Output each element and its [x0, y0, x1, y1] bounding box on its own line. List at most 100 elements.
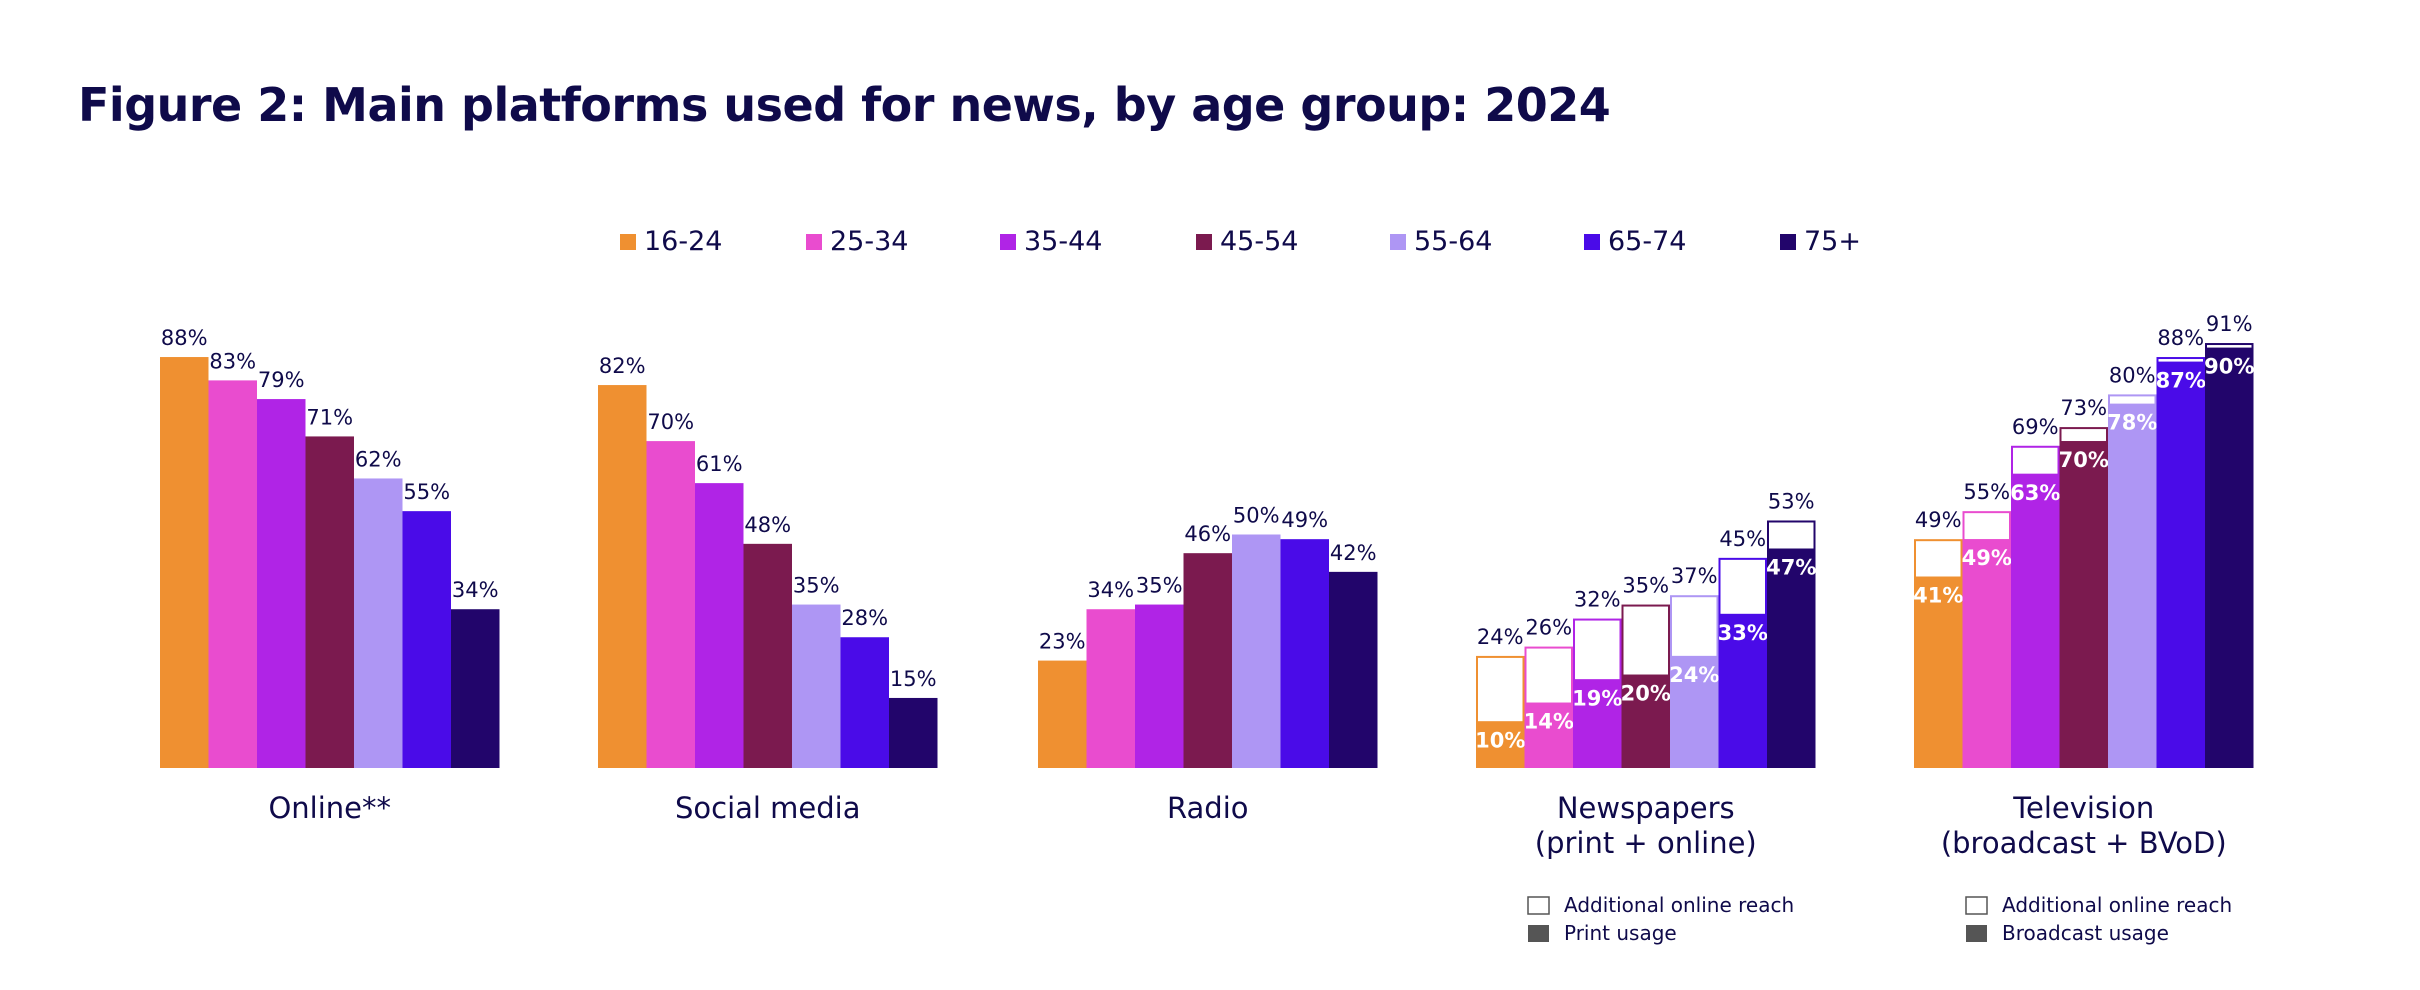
bar — [451, 609, 500, 768]
bar — [1767, 548, 1816, 768]
bar — [695, 483, 744, 768]
category-label: (print + online) — [1535, 826, 1757, 860]
legend-swatch-65-74 — [1584, 234, 1600, 250]
bar-outline-online-reach — [1670, 595, 1719, 658]
bar-value-label: 35% — [793, 574, 840, 598]
category-label: Radio — [1167, 791, 1249, 825]
bar-outline-online-reach — [1621, 604, 1670, 677]
bar — [1621, 674, 1670, 768]
bar-value-label: 34% — [452, 578, 499, 602]
stack-legend-label: Additional online reach — [1564, 893, 1794, 917]
bar — [743, 543, 792, 768]
bar — [2156, 361, 2205, 768]
bar-value-label: 83% — [209, 349, 256, 373]
total-label: 91% — [2206, 312, 2253, 336]
bar-value-label: 34% — [1087, 578, 1134, 602]
bar-value-label: 87% — [2156, 369, 2206, 393]
stack-legend-swatch-outline — [1965, 896, 1988, 915]
bar — [257, 399, 306, 768]
bar — [1183, 553, 1232, 768]
bar-value-label: 28% — [841, 606, 888, 630]
bar-value-label: 71% — [306, 405, 353, 429]
bar-value-label: 42% — [1330, 541, 1377, 565]
bar-outline-online-reach — [2059, 427, 2108, 444]
bar — [402, 511, 451, 768]
bar-value-label: 19% — [1572, 686, 1622, 710]
category-label: Newspapers — [1557, 791, 1735, 825]
bar-outline-online-reach — [2108, 394, 2157, 406]
category-label: (broadcast + BVoD) — [1941, 826, 2227, 860]
bar-value-label: 55% — [403, 480, 450, 504]
total-label: 88% — [2157, 326, 2204, 350]
bar-value-label: 78% — [2107, 411, 2157, 435]
total-label: 37% — [1671, 564, 1718, 588]
bar — [1038, 660, 1087, 768]
bar-value-label: 47% — [1766, 556, 1816, 580]
total-label: 45% — [1719, 527, 1766, 551]
bar — [354, 478, 403, 768]
total-label: 53% — [1768, 489, 1815, 513]
category-label: Online** — [268, 791, 391, 825]
total-label: 49% — [1915, 508, 1962, 532]
bar — [2011, 473, 2060, 768]
total-label: 26% — [1525, 616, 1572, 640]
stack-legend-label: Broadcast usage — [2002, 921, 2169, 945]
chart-title: Figure 2: Main platforms used for news, … — [78, 78, 1611, 132]
bar-value-label: 79% — [258, 368, 305, 392]
bar-value-label: 82% — [599, 354, 646, 378]
legend-label-55-64: 55-64 — [1414, 226, 1492, 257]
bar-value-label: 15% — [890, 667, 937, 691]
legend-swatch-35-44 — [1000, 234, 1016, 250]
bar-value-label: 10% — [1475, 728, 1525, 752]
total-label: 32% — [1574, 588, 1621, 612]
legend-swatch-25-34 — [806, 234, 822, 250]
bar-value-label: 24% — [1669, 663, 1719, 687]
bar-value-label: 46% — [1184, 522, 1231, 546]
bar-outline-online-reach — [1573, 618, 1622, 682]
bar-value-label: 20% — [1621, 682, 1671, 706]
bar-value-label: 90% — [2204, 355, 2254, 379]
stack-legend-label: Additional online reach — [2002, 893, 2232, 917]
bar — [1280, 539, 1329, 768]
stack-legend-swatch-filled — [1966, 925, 1987, 942]
bar — [1135, 604, 1184, 768]
bar-value-label: 14% — [1524, 710, 1574, 734]
total-label: 69% — [2012, 415, 2059, 439]
bar-outline-online-reach — [1914, 539, 1963, 579]
bar-value-label: 63% — [2010, 481, 2060, 505]
legend-label-35-44: 35-44 — [1024, 226, 1102, 257]
bar — [1962, 539, 2011, 768]
bar — [792, 604, 841, 768]
bar — [1329, 571, 1378, 768]
bar-value-label: 88% — [161, 326, 208, 350]
legend-label-16-24: 16-24 — [644, 226, 722, 257]
bar-outline-online-reach — [1962, 511, 2011, 542]
bar — [2205, 347, 2254, 768]
bar — [208, 380, 257, 768]
bar-value-label: 70% — [647, 410, 694, 434]
bar — [1670, 655, 1719, 768]
legend-label-75+: 75+ — [1804, 226, 1861, 257]
bar-value-label: 49% — [1281, 508, 1328, 532]
bar-value-label: 23% — [1039, 630, 1086, 654]
bar — [1232, 534, 1281, 768]
bar — [1524, 702, 1573, 768]
bar — [1086, 609, 1135, 768]
category-label: Television — [2012, 791, 2154, 825]
legend-label-25-34: 25-34 — [830, 226, 908, 257]
bar-value-label: 35% — [1136, 574, 1183, 598]
bar — [1573, 679, 1622, 768]
legend-swatch-55-64 — [1390, 234, 1406, 250]
bar — [160, 357, 209, 768]
bar-outline-online-reach — [2011, 445, 2060, 476]
stack-legend-label: Print usage — [1564, 921, 1677, 945]
total-label: 24% — [1477, 625, 1524, 649]
stack-legend-swatch-filled — [1528, 925, 1549, 942]
bar-value-label: 70% — [2059, 448, 2109, 472]
bar-outline-online-reach — [1524, 646, 1573, 705]
bar — [305, 436, 354, 768]
bar — [1718, 613, 1767, 768]
bar-value-label: 33% — [1718, 621, 1768, 645]
bar — [1914, 576, 1963, 768]
total-label: 73% — [2060, 396, 2107, 420]
